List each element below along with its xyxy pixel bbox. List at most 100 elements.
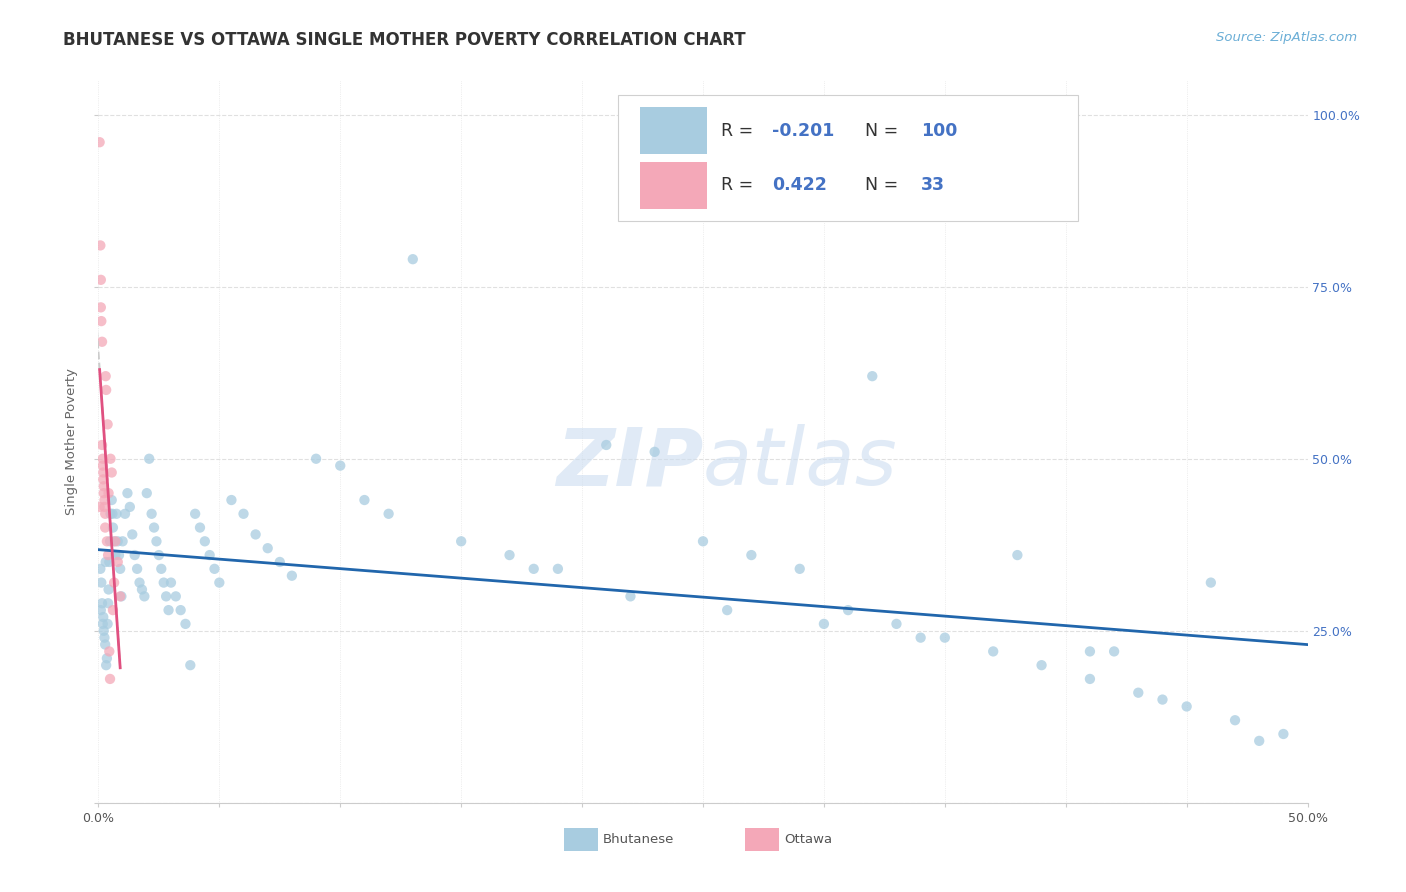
Point [269,555,291,569]
Point [96,383,118,397]
Bar [640,161,707,209]
Point [169,603,191,617]
Point [100,507,122,521]
Point [94,507,117,521]
Point [118,500,141,514]
Point [910,631,932,645]
Point [198,548,221,562]
Point [97,548,120,562]
Point [152,575,174,590]
Point [135,486,157,500]
Point [89,238,111,252]
Point [981,644,1004,658]
Point [124,548,146,562]
Point [141,507,163,521]
Point [143,520,166,534]
Point [100,466,122,480]
Point [91,458,114,473]
Point [1272,727,1295,741]
Point [91,610,114,624]
Point [93,479,115,493]
Point [402,252,425,267]
Point [150,562,173,576]
Point [232,507,254,521]
Point [107,555,129,569]
Point [98,534,121,549]
Text: N =: N = [855,122,904,140]
Point [105,507,128,521]
Point [157,603,180,617]
Point [111,534,134,549]
Point [329,458,352,473]
Point [107,534,129,549]
FancyBboxPatch shape [619,95,1078,221]
Point [188,520,211,534]
Point [256,541,278,556]
Point [114,507,136,521]
Point [1007,548,1029,562]
Point [353,493,375,508]
Point [450,534,472,549]
Point [100,451,122,466]
Point [138,451,160,466]
Point [103,575,125,590]
Point [245,527,267,541]
Point [90,603,112,617]
Point [98,672,121,686]
Point [91,616,114,631]
Point [94,520,117,534]
Point [90,575,112,590]
Point [523,562,546,576]
Point [97,417,120,432]
Point [837,603,859,617]
Text: 33: 33 [921,176,945,194]
Point [184,507,207,521]
Point [644,445,666,459]
Bar [564,828,598,851]
Point [860,369,883,384]
Point [97,582,120,597]
Point [1152,692,1174,706]
Point [104,548,127,562]
Point [93,624,115,638]
Point [547,562,569,576]
Point [128,575,150,590]
Bar [640,107,707,154]
Point [89,135,111,149]
Point [148,548,170,562]
Point [498,548,520,562]
Text: 0.422: 0.422 [772,176,827,194]
Text: atlas: atlas [703,425,898,502]
Text: Bhutanese: Bhutanese [603,833,673,847]
Point [97,596,120,610]
Point [89,562,111,576]
Point [98,555,121,569]
Point [1078,644,1101,658]
Point [155,590,177,604]
Point [91,466,114,480]
Y-axis label: Single Mother Poverty: Single Mother Poverty [65,368,79,515]
Point [208,575,231,590]
Point [595,438,617,452]
Point [174,616,197,631]
Point [91,596,114,610]
Point [101,520,124,534]
Point [813,616,835,631]
Point [97,616,120,631]
Point [103,534,125,549]
Point [740,548,762,562]
Point [108,562,131,576]
Point [1249,734,1271,748]
Point [145,534,167,549]
Point [789,562,811,576]
Text: BHUTANESE VS OTTAWA SINGLE MOTHER POVERTY CORRELATION CHART: BHUTANESE VS OTTAWA SINGLE MOTHER POVERT… [63,31,747,49]
Point [93,500,115,514]
Point [179,658,201,673]
Point [1102,644,1125,658]
Point [134,590,156,604]
Point [221,493,243,508]
Point [886,616,908,631]
Point [692,534,714,549]
Point [94,369,117,384]
Point [97,486,120,500]
